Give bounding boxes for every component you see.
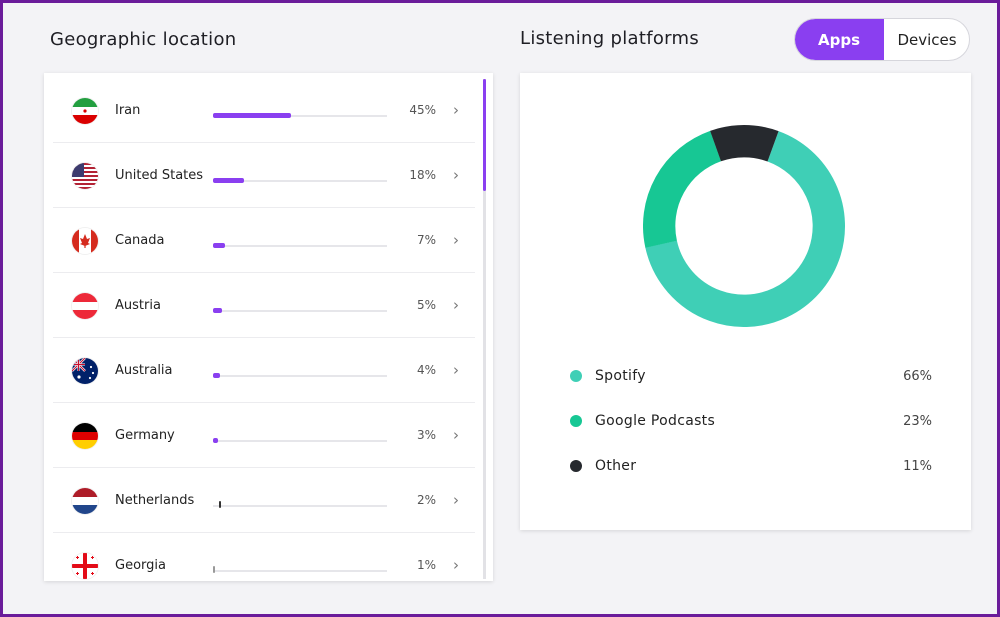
devices-toggle-button[interactable]: Devices bbox=[897, 30, 957, 49]
country-percent: 3% bbox=[416, 428, 436, 442]
legend-label: Other bbox=[595, 458, 637, 474]
chevron-right-icon[interactable]: › bbox=[453, 491, 459, 509]
chevron-right-icon[interactable]: › bbox=[453, 231, 459, 249]
country-percent: 2% bbox=[416, 493, 436, 507]
legend-label: Google Podcasts bbox=[595, 413, 716, 429]
share-bar-fill bbox=[213, 373, 220, 378]
listening-platforms-title: Listening platforms bbox=[520, 28, 700, 49]
share-bar-track bbox=[213, 115, 387, 117]
share-bar-track bbox=[213, 570, 387, 572]
platforms-donut-chart bbox=[643, 125, 845, 327]
legend-value: 66% bbox=[903, 368, 932, 384]
country-percent: 7% bbox=[416, 233, 436, 247]
share-bar-track bbox=[213, 180, 387, 182]
share-bar-fill bbox=[213, 438, 219, 443]
country-row[interactable]: Netherlands 2% › bbox=[53, 468, 475, 533]
country-row[interactable]: Iran 45% › bbox=[53, 78, 475, 143]
us-flag-icon bbox=[72, 163, 98, 189]
country-percent: 18% bbox=[409, 168, 436, 182]
country-percent: 5% bbox=[416, 298, 436, 312]
country-name: Austria bbox=[115, 297, 161, 313]
legend-item: Spotify 66% bbox=[570, 366, 932, 386]
country-name: Australia bbox=[115, 362, 173, 378]
country-percent: 45% bbox=[409, 103, 436, 117]
share-bar-fill bbox=[213, 308, 222, 313]
apps-toggle-button[interactable]: Apps bbox=[795, 19, 884, 60]
platform-toggle: Apps Devices bbox=[794, 18, 970, 61]
share-bar-fill bbox=[213, 178, 245, 183]
country-row[interactable]: United States 18% › bbox=[53, 143, 475, 208]
chevron-right-icon[interactable]: › bbox=[453, 556, 459, 574]
chevron-right-icon[interactable]: › bbox=[453, 361, 459, 379]
legend-value: 23% bbox=[903, 413, 932, 429]
legend-label: Spotify bbox=[595, 368, 646, 384]
share-bar-track bbox=[213, 440, 387, 442]
geographic-location-title: Geographic location bbox=[50, 29, 237, 50]
austria-flag-icon bbox=[72, 293, 98, 319]
australia-flag-icon bbox=[72, 358, 98, 384]
country-name: Georgia bbox=[115, 557, 166, 573]
share-bar-fill bbox=[213, 243, 226, 248]
country-name: Iran bbox=[115, 102, 141, 118]
netherlands-flag-icon bbox=[72, 488, 98, 514]
share-bar-fill bbox=[213, 113, 292, 118]
country-row[interactable]: Canada 7% › bbox=[53, 208, 475, 273]
country-row[interactable]: Georgia 1% › bbox=[53, 533, 475, 581]
country-percent: 4% bbox=[416, 363, 436, 377]
legend-dot-icon bbox=[570, 415, 582, 427]
share-bar-track bbox=[213, 375, 387, 377]
platforms-card: Spotify 66% Google Podcasts 23% Other 11% bbox=[520, 73, 971, 530]
geographic-list-card: Iran 45% › United States 18% › Canada 7% › Austri… bbox=[44, 73, 493, 581]
legend-dot-icon bbox=[570, 460, 582, 472]
germany-flag-icon bbox=[72, 423, 98, 449]
share-bar-fill bbox=[213, 566, 215, 573]
country-name: Netherlands bbox=[115, 492, 195, 508]
legend-value: 11% bbox=[903, 458, 932, 474]
iran-flag-icon bbox=[72, 98, 98, 124]
donut-segment-google-podcasts bbox=[643, 125, 845, 327]
country-name: Canada bbox=[115, 232, 165, 248]
share-bar-track bbox=[213, 310, 387, 312]
legend-item: Other 11% bbox=[570, 456, 932, 476]
country-percent: 1% bbox=[416, 558, 436, 572]
country-name: Germany bbox=[115, 427, 175, 443]
chevron-right-icon[interactable]: › bbox=[453, 101, 459, 119]
legend-item: Google Podcasts 23% bbox=[570, 411, 932, 431]
canada-flag-icon bbox=[72, 228, 98, 254]
chevron-right-icon[interactable]: › bbox=[453, 296, 459, 314]
country-name: United States bbox=[115, 167, 204, 183]
country-row[interactable]: Australia 4% › bbox=[53, 338, 475, 403]
share-bar-track bbox=[213, 245, 387, 247]
country-row[interactable]: Austria 5% › bbox=[53, 273, 475, 338]
scrollbar-thumb[interactable] bbox=[483, 79, 486, 191]
chevron-right-icon[interactable]: › bbox=[453, 166, 459, 184]
scrollbar-track[interactable] bbox=[483, 79, 486, 579]
country-row[interactable]: Germany 3% › bbox=[53, 403, 475, 468]
share-bar-track bbox=[213, 505, 387, 507]
legend-dot-icon bbox=[570, 370, 582, 382]
share-bar-fill bbox=[219, 501, 221, 508]
chevron-right-icon[interactable]: › bbox=[453, 426, 459, 444]
georgia-flag-icon bbox=[72, 553, 98, 579]
donut-segment-other bbox=[643, 125, 845, 327]
